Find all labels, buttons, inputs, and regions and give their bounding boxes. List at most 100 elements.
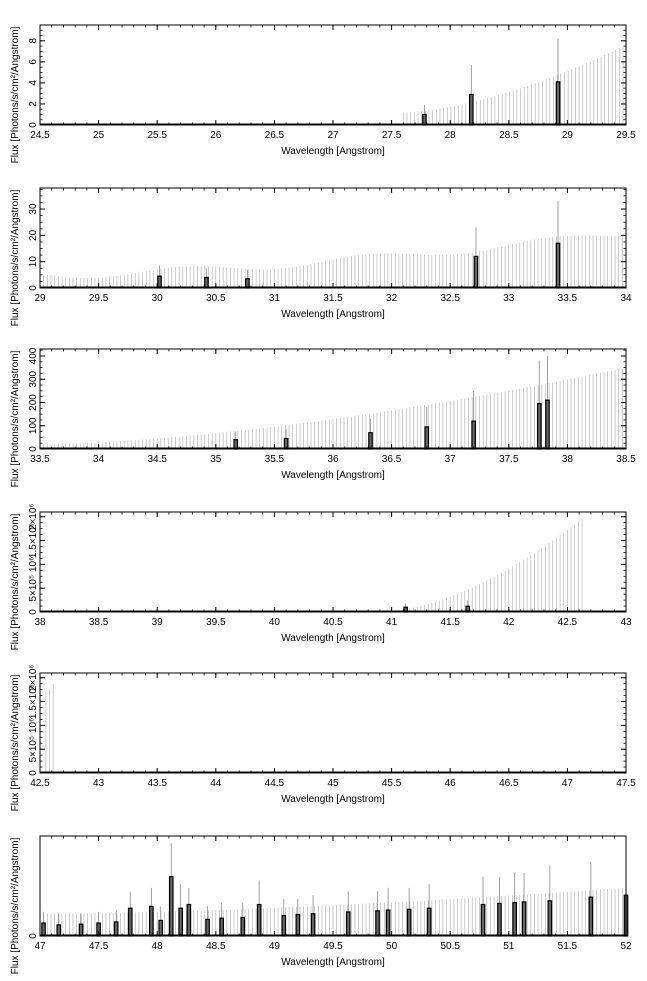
- x-tick-label: 36: [327, 454, 339, 465]
- x-tick-label: 42: [503, 617, 515, 628]
- flux-bar: [471, 420, 476, 450]
- y-axis-title: Flux [Photons/s/cm²/Angstrom]: [10, 837, 21, 974]
- x-tick-label: 42.5: [30, 778, 50, 789]
- x-tick-label: 39.5: [206, 617, 226, 628]
- y-tick-label: 0: [28, 933, 39, 939]
- y-tick-label: 2×10⁶: [28, 664, 39, 691]
- x-tick-label: 41.5: [440, 617, 460, 628]
- flux-bar: [497, 902, 502, 937]
- x-tick-label: 42.5: [558, 617, 578, 628]
- panel-3: 33.5 34 34.5 35 35.5 36 36.5 37 37.5 38 38.5 0 100 20…: [10, 347, 636, 487]
- x-tick-label: 40.5: [323, 617, 343, 628]
- x-tick-label: 43: [93, 778, 105, 789]
- x-tick-label: 38: [562, 454, 574, 465]
- y-tick-label: 300: [28, 370, 39, 387]
- x-tick-label: 33.5: [30, 454, 50, 465]
- y-tick-label: 0: [28, 609, 39, 615]
- x-tick-label: 44.5: [265, 778, 285, 789]
- x-tick-label: 28.5: [499, 130, 519, 141]
- y-tick-label: 6: [28, 59, 39, 65]
- x-axis-title: Wavelength [Angstrom]: [281, 470, 385, 481]
- x-tick-label: 34: [620, 293, 632, 304]
- x-tick-label: 30: [152, 293, 164, 304]
- flux-bar: [281, 915, 287, 937]
- x-tick-label: 37: [445, 454, 457, 465]
- x-tick-label: 29.5: [616, 130, 636, 141]
- y-tick-label: 10: [28, 256, 39, 268]
- y-tick-label: 30: [28, 203, 39, 215]
- plot-frame: [39, 24, 627, 126]
- x-tick-label: 30.5: [206, 293, 226, 304]
- x-tick-label: 47: [34, 941, 46, 952]
- y-axis-title: Flux [Photons/s/cm²/Angstrom]: [10, 189, 21, 326]
- x-tick-label: 38.5: [616, 454, 636, 465]
- x-tick-label: 44: [210, 778, 222, 789]
- flux-bar: [521, 901, 527, 937]
- x-tick-label: 46: [445, 778, 457, 789]
- flux-bar: [56, 924, 62, 937]
- flux-bar: [205, 918, 210, 937]
- flux-bar: [547, 900, 553, 937]
- x-tick-label: 25.5: [147, 130, 167, 141]
- flux-bar: [219, 917, 224, 937]
- y-tick-label: 5×10⁵: [28, 736, 39, 763]
- y-axis-title: Flux [Photons/s/cm²/Angstrom]: [10, 350, 21, 487]
- panel-4: 38 38.5 39 39.5 40 40.5 41 41.5 42 42.5 43 0 5×10⁵ 10…: [10, 503, 632, 650]
- x-tick-label: 43.5: [147, 778, 167, 789]
- flux-bar: [545, 399, 550, 450]
- y-tick-label: 5×10⁵: [28, 575, 39, 602]
- x-tick-label: 27: [327, 130, 339, 141]
- x-tick-label: 45: [327, 778, 339, 789]
- x-tick-label: 35.5: [265, 454, 285, 465]
- x-tick-label: 34.5: [147, 454, 167, 465]
- x-tick-label: 50.5: [440, 941, 460, 952]
- x-tick-label: 48: [152, 941, 164, 952]
- flux-bar: [158, 919, 164, 937]
- flux-bar: [422, 113, 427, 126]
- flux-bar: [426, 907, 432, 937]
- x-tick-label: 49: [269, 941, 281, 952]
- flux-bar: [555, 81, 561, 126]
- y-tick-label: 100: [28, 417, 39, 434]
- flux-bar: [480, 903, 486, 937]
- flux-bar: [424, 426, 430, 450]
- flux-bar: [204, 276, 209, 289]
- x-tick-label: 27.5: [382, 130, 402, 141]
- x-tick-label: 35: [210, 454, 222, 465]
- x-tick-label: 47.5: [89, 941, 109, 952]
- flux-bar: [256, 903, 262, 937]
- panel-2: 29 29.5 30 30.5 31 31.5 32 32.5 33 33.5 34 0 10 20 30 W…: [10, 187, 632, 326]
- x-tick-label: 41: [386, 617, 398, 628]
- flux-bar: [295, 913, 301, 937]
- y-tick-label: 8: [28, 38, 39, 44]
- flux-bar: [168, 876, 174, 937]
- x-tick-label: 40: [269, 617, 281, 628]
- x-tick-label: 29.5: [89, 293, 109, 304]
- panel-6: 4747.54848.54949.55050.55151.55200.010.0…: [10, 835, 632, 974]
- flux-bar: [368, 432, 373, 450]
- y-tick-label: 1.5×10⁶: [28, 684, 39, 719]
- x-tick-label: 26.5: [265, 130, 285, 141]
- x-tick-label: 37.5: [499, 454, 519, 465]
- flux-bar: [113, 921, 119, 937]
- x-tick-label: 38: [34, 617, 46, 628]
- x-axis-title: Wavelength [Angstrom]: [281, 146, 385, 157]
- x-tick-label: 29: [562, 130, 574, 141]
- x-tick-label: 49.5: [323, 941, 343, 952]
- y-tick-label: 4: [28, 80, 39, 86]
- x-tick-label: 51.5: [558, 941, 578, 952]
- panel-1: 24.5 25 25.5 26 26.5 27 27.5 28 28.5 29 29.5 0 2 4 6 8 W…: [10, 24, 636, 163]
- flux-bar: [345, 911, 351, 937]
- x-tick-label: 33: [503, 293, 515, 304]
- x-tick-label: 43: [620, 617, 632, 628]
- x-tick-label: 47: [562, 778, 574, 789]
- x-tick-label: 31: [269, 293, 281, 304]
- x-tick-label: 50: [386, 941, 398, 952]
- x-tick-label: 26: [210, 130, 222, 141]
- flux-bar: [406, 908, 412, 937]
- x-tick-label: 33.5: [558, 293, 578, 304]
- y-tick-label: 20: [28, 229, 39, 241]
- x-tick-label: 25: [93, 130, 105, 141]
- y-tick-label: 0: [28, 285, 39, 291]
- x-tick-label: 46.5: [499, 778, 519, 789]
